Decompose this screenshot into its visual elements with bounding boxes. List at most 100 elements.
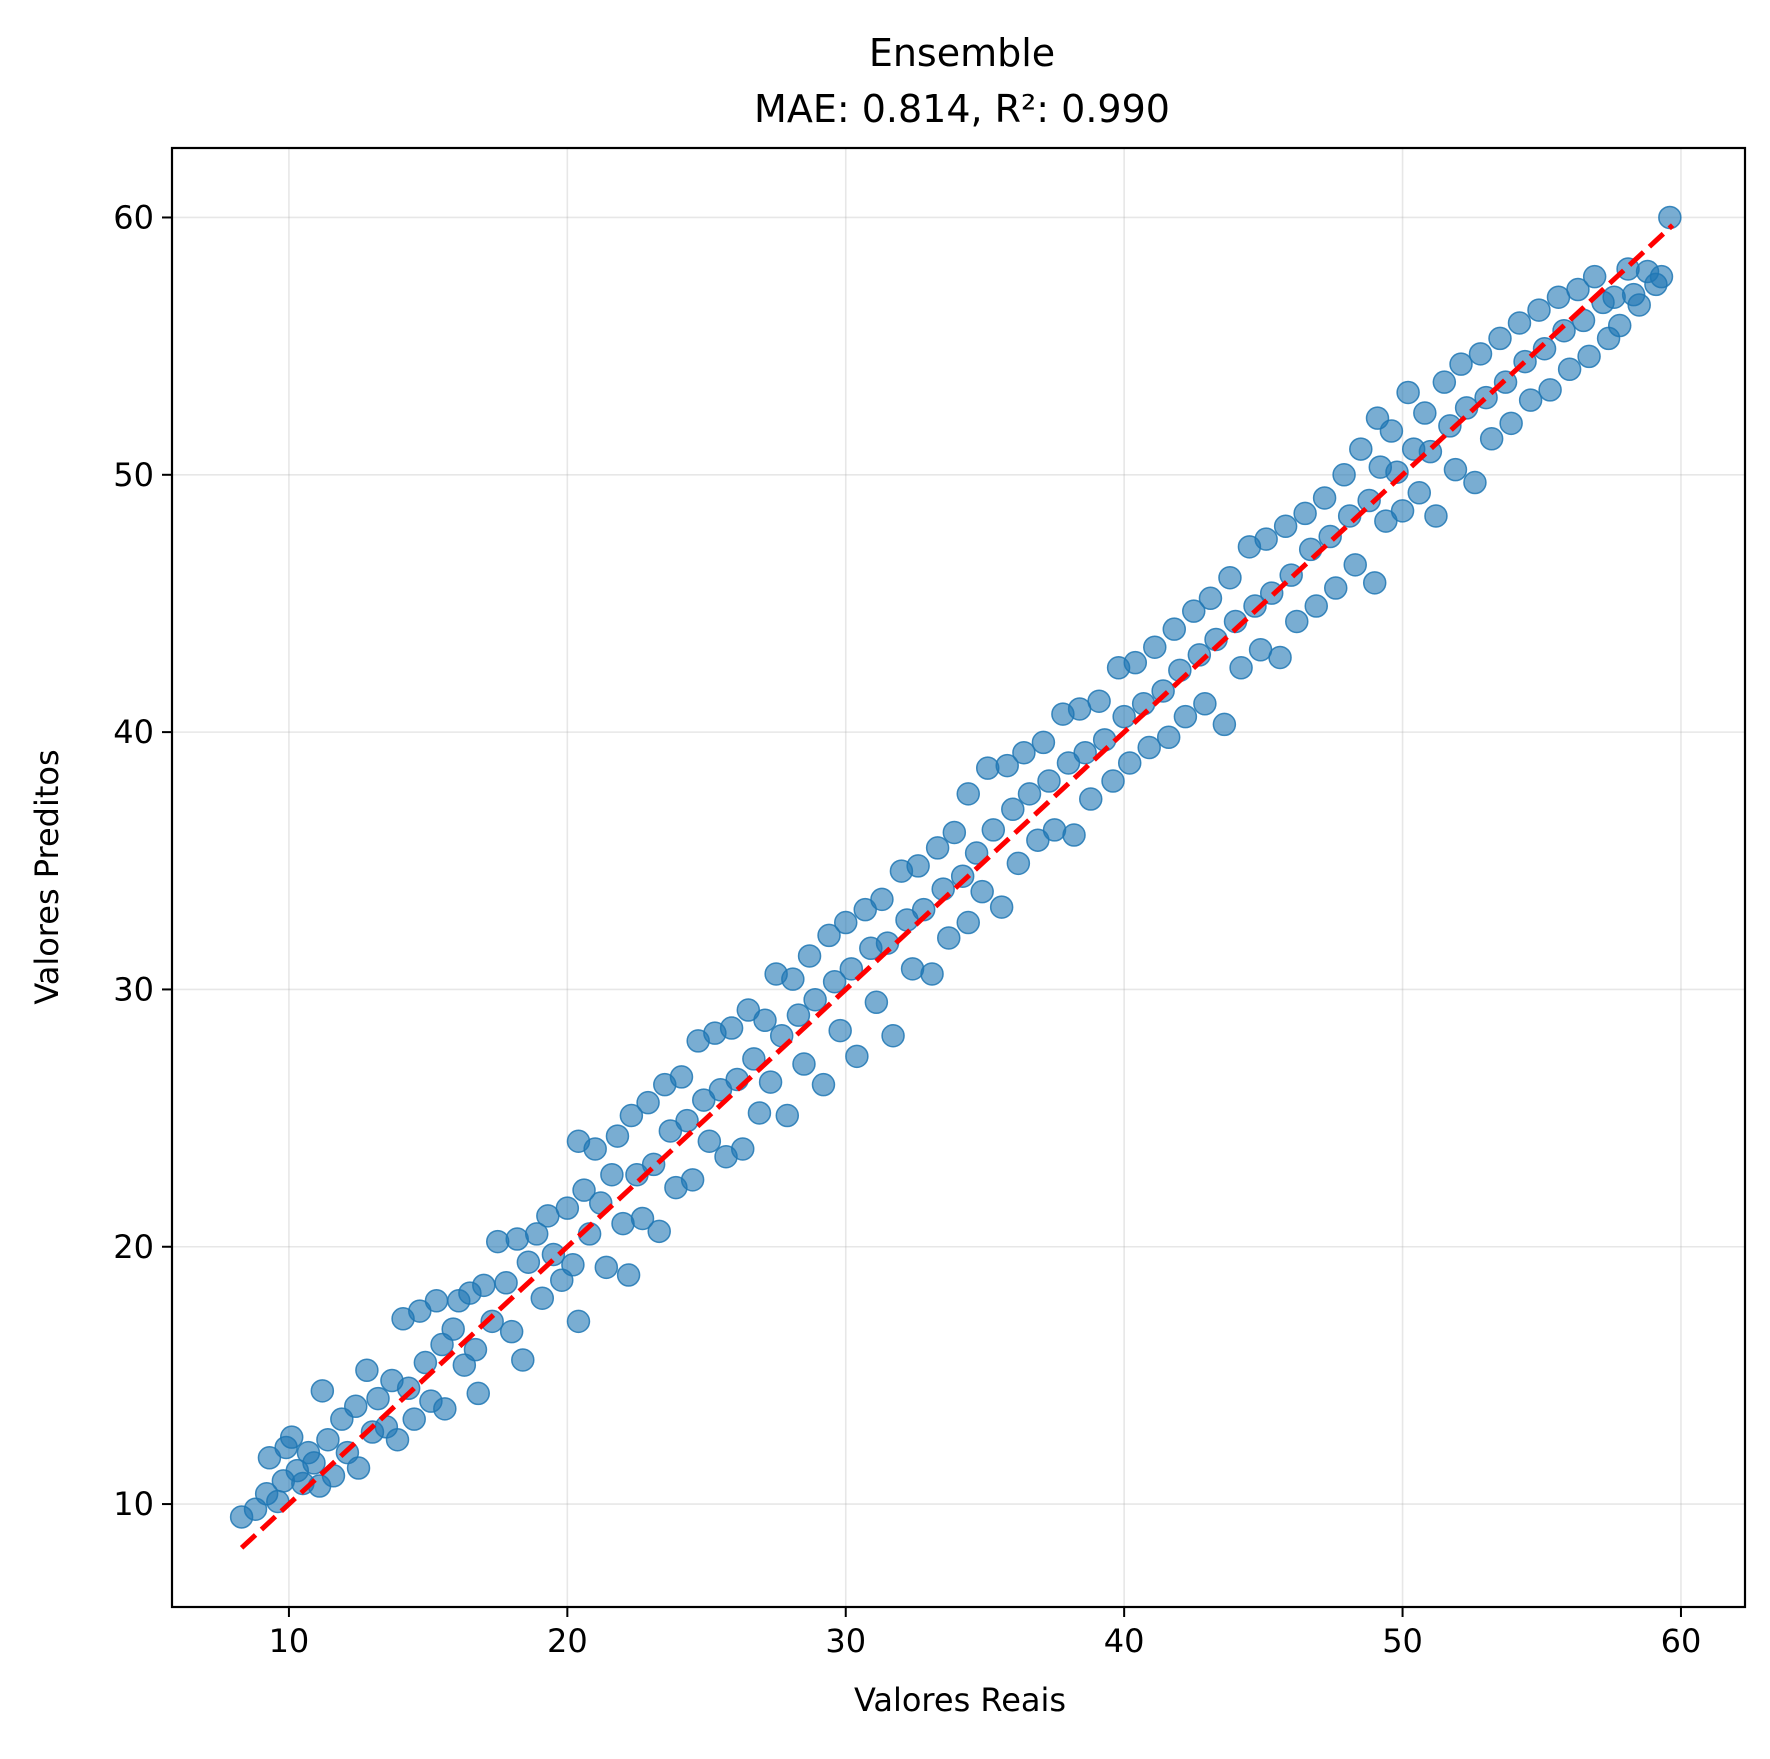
scatter-point (1362, 571, 1387, 595)
scatter-point (786, 1003, 811, 1027)
scatter-point (975, 756, 1000, 780)
scatter-point (424, 1289, 449, 1313)
scatter-point (1156, 725, 1181, 750)
scatter-point (647, 1219, 671, 1244)
scatter-point (1396, 380, 1420, 405)
scatter-point (594, 1255, 619, 1280)
scatter-point (970, 879, 994, 904)
scatter-point (692, 1088, 716, 1112)
scatter-point (1390, 499, 1415, 523)
y-tick-label: 60 (113, 198, 154, 236)
scatter-point (675, 1108, 699, 1133)
scatter-point (845, 1044, 869, 1069)
scatter-point (1017, 782, 1042, 806)
scatter-point (1566, 277, 1590, 302)
scatter-point (1602, 285, 1626, 309)
x-tick-label: 30 (825, 1622, 866, 1660)
scatter-point (1488, 326, 1512, 351)
scatter-point (853, 897, 877, 922)
scatter-point (1273, 514, 1298, 539)
scatter-point (989, 895, 1014, 919)
scatter-point (1538, 378, 1562, 402)
scatter-point (1607, 313, 1632, 338)
y-tick-label: 50 (113, 456, 154, 494)
scatter-point (937, 926, 961, 950)
scatter-point (433, 1397, 457, 1421)
scatter-point (870, 887, 894, 912)
scatter-point (413, 1350, 438, 1375)
scatter-point (730, 1137, 755, 1161)
scatter-point (1087, 689, 1111, 713)
scatter-point (719, 1016, 744, 1040)
scatter-point (1432, 370, 1457, 394)
scatter-point (566, 1309, 591, 1334)
scatter-point (1374, 509, 1398, 533)
scatter-point (1073, 740, 1097, 765)
x-tick-label: 10 (269, 1622, 310, 1660)
scatter-point (1546, 285, 1571, 309)
scatter-point (355, 1358, 379, 1383)
scatter-point (1031, 730, 1056, 755)
scatter-point (1527, 298, 1551, 322)
scatter-point (310, 1379, 335, 1403)
scatter-point (1468, 342, 1493, 366)
scatter-point (1649, 264, 1674, 289)
scatter-point (630, 1206, 655, 1231)
scatter-point (555, 1196, 580, 1220)
x-tick-label: 60 (1661, 1622, 1702, 1660)
scatter-point (402, 1407, 426, 1431)
scatter-point (561, 1253, 585, 1277)
scatter-point (1012, 740, 1036, 765)
reference-line (239, 223, 1675, 1550)
scatter-point (466, 1381, 490, 1406)
scatter-point (600, 1162, 624, 1187)
scatter-point (1507, 311, 1532, 335)
scatter-point (1173, 704, 1198, 729)
scatter-point (572, 1178, 596, 1202)
scatter-point (1056, 751, 1081, 775)
scatter-point (385, 1427, 410, 1452)
scatter-point (1413, 401, 1437, 425)
scatter-point (1212, 712, 1237, 737)
x-axis-label: Valores Reais (854, 1681, 1066, 1719)
scatter-point (1304, 594, 1329, 618)
scatter-point (1037, 769, 1061, 793)
scatter-point (302, 1451, 326, 1475)
scatter-point (1532, 336, 1557, 361)
scatter-point (758, 1070, 783, 1094)
scatter-point (1243, 594, 1267, 618)
scatter-point (1349, 437, 1373, 461)
scatter-point (1268, 645, 1292, 670)
scatter-point (1379, 419, 1404, 443)
scatter-point (530, 1286, 555, 1310)
scatter-point (1042, 818, 1067, 842)
scatter-point (1407, 481, 1432, 505)
scatter-point (1443, 457, 1468, 482)
scatter-point (1078, 787, 1103, 811)
chart-title: Ensemble (869, 31, 1055, 75)
scatter-point (753, 1008, 777, 1033)
scatter-point (822, 969, 847, 994)
scatter-point (1229, 656, 1253, 680)
scatter-point (472, 1273, 496, 1298)
scatter-point (1463, 470, 1487, 495)
scatter-point (697, 1129, 722, 1154)
scatter-point (524, 1222, 549, 1246)
scatter-point (900, 957, 925, 981)
scatter-point (950, 864, 975, 888)
x-tick-label: 50 (1382, 1622, 1423, 1660)
scatter-point (1001, 797, 1025, 822)
scatter-point (1312, 486, 1337, 510)
scatter-point (792, 1052, 816, 1076)
scatter-point (636, 1090, 660, 1115)
scatter-point (680, 1168, 705, 1192)
scatter-point (1143, 635, 1167, 659)
x-tick-label: 40 (1104, 1622, 1145, 1660)
scatter-point (536, 1204, 560, 1228)
scatter-point (658, 1119, 683, 1143)
scatter-point (1479, 427, 1504, 451)
scatter-point (485, 1229, 510, 1254)
scatter-point (1248, 638, 1273, 662)
scatter-point (781, 967, 805, 991)
